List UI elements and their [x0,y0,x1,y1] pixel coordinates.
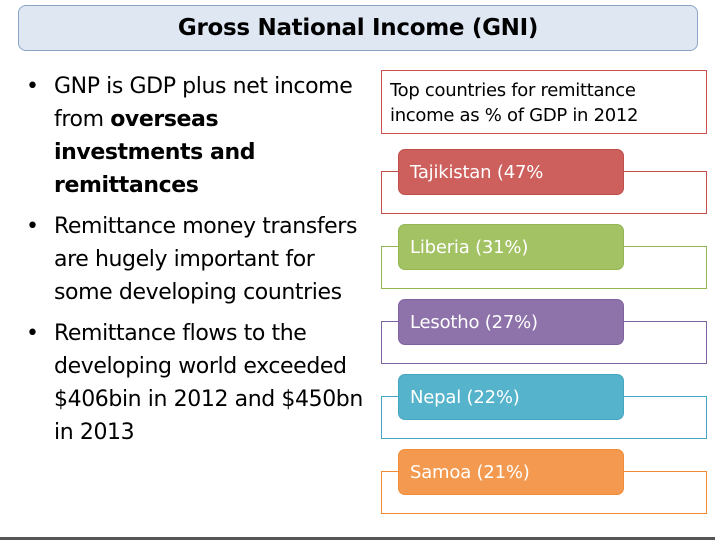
country-label: Samoa (21%) [410,461,530,483]
country-item: Liberia (31%) [398,224,624,270]
bullet-text: Remittance flows to the developing world… [54,321,363,445]
country-label: Nepal (22%) [410,386,520,408]
bullet-item: • Remittance flows to the developing wor… [22,317,372,449]
country-item: Samoa (21%) [398,449,624,495]
bottom-divider [0,537,715,540]
country-label: Lesotho (27%) [410,311,538,333]
country-label: Liberia (31%) [410,236,529,258]
country-item: Lesotho (27%) [398,299,624,345]
bullet-icon: • [26,74,39,99]
slide-title: Gross National Income (GNI) [18,5,698,51]
bullet-text: GNP is GDP plus net income from [54,74,353,132]
bullet-item: • Remittance money transfers are hugely … [22,210,372,309]
country-label: Tajikistan (47% [410,161,544,183]
country-item: Nepal (22%) [398,374,624,420]
bullet-icon: • [26,214,39,239]
bullet-list: • GNP is GDP plus net income from overse… [22,70,372,457]
bullet-icon: • [26,321,39,346]
bullet-item: • GNP is GDP plus net income from overse… [22,70,372,202]
bullet-text: Remittance money transfers are hugely im… [54,214,358,305]
bullet-bold-text: overseas investments and remittances [54,107,256,198]
list-header-box: Top countries for remittance income as %… [381,70,707,134]
country-item: Tajikistan (47% [398,149,624,195]
